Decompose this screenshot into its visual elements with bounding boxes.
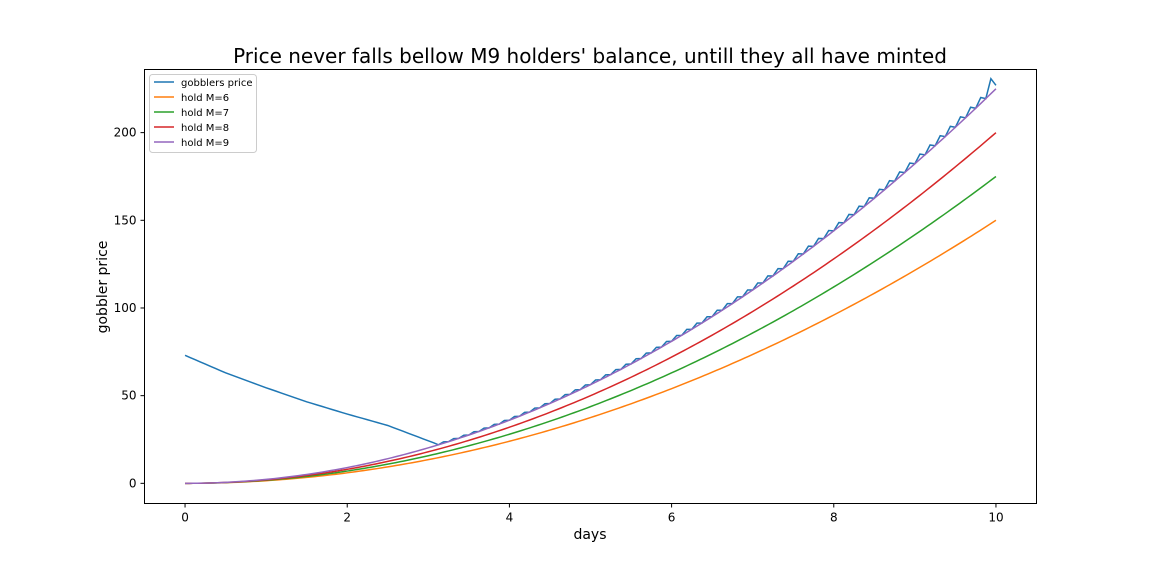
- legend-label: hold M=6: [181, 93, 229, 104]
- series-line-hold-m-6: [185, 219, 997, 485]
- legend-box: [149, 74, 257, 153]
- y-axis-label: gobbler price: [95, 241, 111, 334]
- y-tick-label: 0: [129, 476, 137, 490]
- chart-title: Price never falls bellow M9 holders' bal…: [233, 44, 947, 68]
- series-line-hold-m-7: [185, 175, 997, 485]
- x-tick-label: 8: [830, 511, 838, 525]
- x-axis-label: days: [573, 527, 606, 543]
- legend-label: hold M=8: [181, 123, 229, 134]
- y-tick-label: 150: [114, 213, 137, 227]
- legend-label: hold M=7: [181, 108, 229, 119]
- legend-label: gobblers price: [181, 78, 252, 89]
- y-tick-label: 200: [114, 126, 137, 140]
- x-tick-label: 10: [988, 511, 1003, 525]
- x-tick-label: 4: [506, 511, 514, 525]
- x-tick-label: 2: [343, 511, 351, 525]
- legend: gobblers price hold M=6 hold M=7 hold M=8 ho…: [149, 74, 257, 153]
- axes-frame: [144, 69, 1037, 504]
- series-line-hold-m-8: [185, 132, 997, 485]
- y-tick-label: 100: [114, 301, 137, 315]
- x-tick-label: 6: [668, 511, 676, 525]
- y-tick-label: 50: [121, 389, 136, 403]
- legend-label: hold M=9: [181, 138, 229, 149]
- plot-area: [184, 77, 997, 485]
- x-tick-label: 0: [181, 511, 189, 525]
- x-axis: 0 2 4 6 8 10: [181, 503, 1004, 525]
- y-axis: 0 50 100 150 200: [114, 126, 145, 490]
- series-line-hold-m-9: [185, 88, 997, 485]
